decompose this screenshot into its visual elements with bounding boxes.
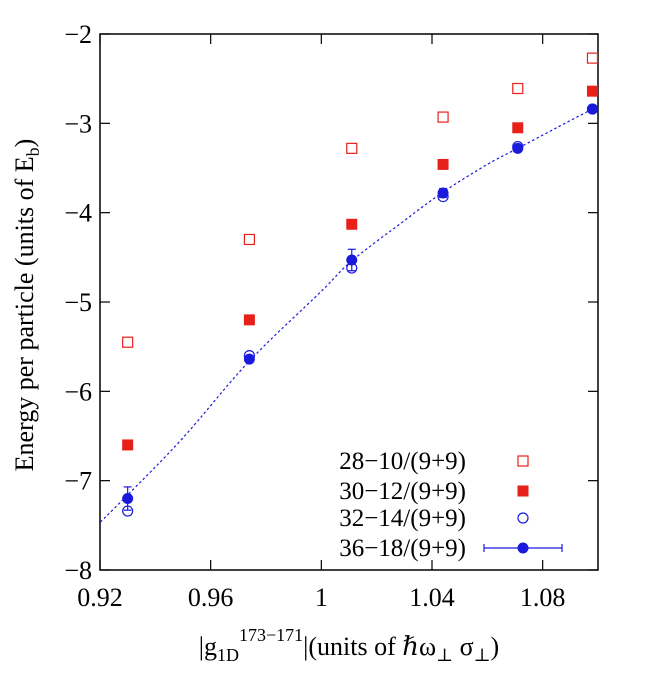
data-point-series-4 <box>512 142 524 154</box>
data-point-series-4 <box>122 493 134 505</box>
legend-marker-3 <box>517 512 529 524</box>
data-point-series-1 <box>243 233 255 246</box>
data-point-series-4 <box>243 353 255 365</box>
y-tick-label: −7 <box>64 467 92 496</box>
x-tick-label: 0.92 <box>77 583 123 612</box>
y-tick-label: −3 <box>64 109 92 138</box>
data-point-series-4 <box>437 187 449 199</box>
data-point-series-2 <box>122 439 134 451</box>
x-tick-label: 1.04 <box>409 583 455 612</box>
data-point-series-4 <box>586 103 598 115</box>
y-tick-label: −4 <box>64 199 92 228</box>
y-tick-label: −8 <box>64 556 92 585</box>
x-axis-label: |g1D173−171|(units of ℏω⊥ σ⊥) <box>199 625 499 665</box>
data-point-series-1 <box>437 111 449 123</box>
legend-label-3: 32−14/(9+9) <box>339 505 466 532</box>
y-tick-label: −2 <box>64 20 92 49</box>
axis-ticks: 0.92 0.96 1 1.04 1.08 −8 −7 −6 −5 −4 −3 −2 <box>64 20 598 612</box>
data-point-series-2 <box>243 314 255 326</box>
data-point-series-2 <box>346 218 358 230</box>
data-point-series-1 <box>122 336 134 348</box>
data-point-series-1 <box>512 82 524 95</box>
data-marks <box>122 52 599 517</box>
y-tick-label: −6 <box>64 377 92 406</box>
x-tick-label: 1.08 <box>520 583 566 612</box>
legend: 28−10/(9+9) 30−12/(9+9)32−14/(9+9) 36−18/(… <box>339 448 563 562</box>
data-point-series-4 <box>346 254 358 266</box>
x-tick-label: 0.96 <box>188 583 234 612</box>
legend-label-2: 30−12/(9+9) <box>339 478 466 505</box>
legend-label-4: 36−18/(9+9) <box>339 535 466 562</box>
data-point-series-1 <box>346 142 358 154</box>
data-point-series-2 <box>586 85 598 97</box>
x-tick-label: 1 <box>315 583 328 612</box>
data-point-series-2 <box>437 158 449 170</box>
legend-marker-1 <box>517 455 529 467</box>
data-point-series-1 <box>586 52 599 64</box>
y-tick-label: −5 <box>64 288 92 317</box>
legend-label-1: 28−10/(9+9) <box>339 448 466 475</box>
data-point-series-2 <box>512 122 524 134</box>
legend-marker-4 <box>517 542 529 554</box>
legend-marker-2 <box>517 485 529 497</box>
y-axis-label: Energy per particle (units of Eb) <box>10 139 43 472</box>
